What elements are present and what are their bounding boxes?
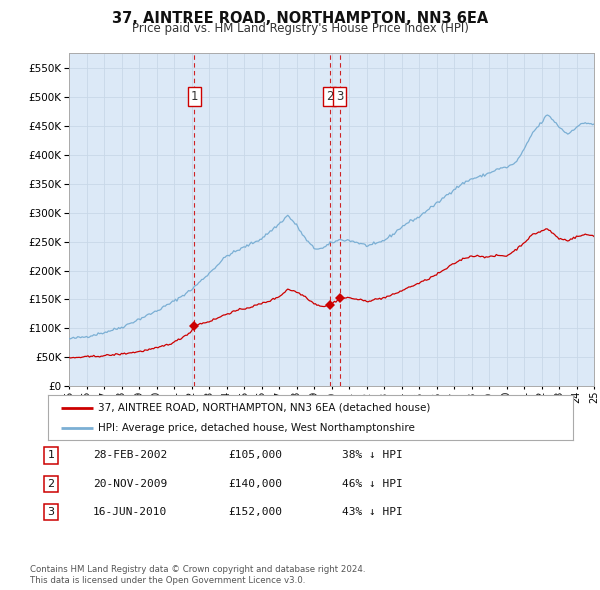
Text: 2: 2 — [47, 479, 55, 489]
Text: Contains HM Land Registry data © Crown copyright and database right 2024.: Contains HM Land Registry data © Crown c… — [30, 565, 365, 574]
Text: £152,000: £152,000 — [228, 507, 282, 517]
Text: 20-NOV-2009: 20-NOV-2009 — [93, 479, 167, 489]
Text: 16-JUN-2010: 16-JUN-2010 — [93, 507, 167, 517]
Text: 28-FEB-2002: 28-FEB-2002 — [93, 451, 167, 460]
Text: 1: 1 — [191, 90, 198, 103]
Text: 1: 1 — [47, 451, 55, 460]
Text: This data is licensed under the Open Government Licence v3.0.: This data is licensed under the Open Gov… — [30, 576, 305, 585]
Text: 3: 3 — [336, 90, 343, 103]
Text: HPI: Average price, detached house, West Northamptonshire: HPI: Average price, detached house, West… — [98, 423, 415, 433]
Text: Price paid vs. HM Land Registry's House Price Index (HPI): Price paid vs. HM Land Registry's House … — [131, 22, 469, 35]
Text: 37, AINTREE ROAD, NORTHAMPTON, NN3 6EA (detached house): 37, AINTREE ROAD, NORTHAMPTON, NN3 6EA (… — [98, 403, 430, 412]
Text: 38% ↓ HPI: 38% ↓ HPI — [342, 451, 403, 460]
Text: 3: 3 — [47, 507, 55, 517]
Text: £140,000: £140,000 — [228, 479, 282, 489]
Text: 43% ↓ HPI: 43% ↓ HPI — [342, 507, 403, 517]
Text: £105,000: £105,000 — [228, 451, 282, 460]
Text: 2: 2 — [326, 90, 334, 103]
Text: 37, AINTREE ROAD, NORTHAMPTON, NN3 6EA: 37, AINTREE ROAD, NORTHAMPTON, NN3 6EA — [112, 11, 488, 25]
Text: 46% ↓ HPI: 46% ↓ HPI — [342, 479, 403, 489]
